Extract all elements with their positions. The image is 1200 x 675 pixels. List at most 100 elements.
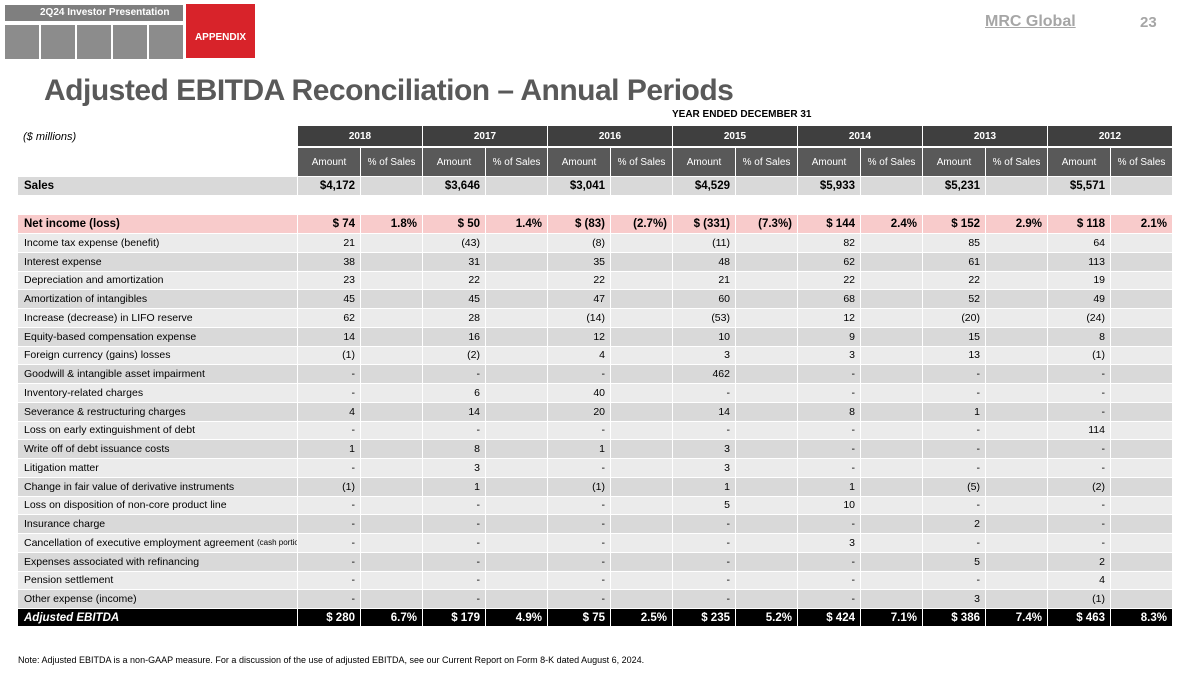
amount-cell: 13 (923, 346, 985, 365)
amount-cell: - (423, 534, 485, 552)
pct-cell (611, 327, 672, 346)
pct-cell: 4.9% (486, 609, 547, 626)
units: ($ millions) (23, 131, 77, 143)
amount-cell: - (548, 590, 610, 608)
amount-cell: - (798, 421, 860, 440)
pct-cell (486, 384, 547, 402)
pct-cell (611, 515, 672, 533)
pct-cell (486, 515, 547, 533)
amount-cell: - (1048, 402, 1110, 421)
subheader: Amount (798, 148, 860, 176)
pct-cell (1111, 402, 1172, 421)
amount-cell: 3 (798, 346, 860, 365)
pct-cell (611, 421, 672, 440)
pct-cell (361, 552, 422, 571)
subheader: Amount (548, 148, 610, 176)
pct-cell (611, 346, 672, 365)
pct-cell (1111, 252, 1172, 271)
pct-cell (486, 365, 547, 383)
pct-cell (861, 309, 922, 327)
icon (149, 25, 183, 59)
pct-cell (736, 571, 797, 590)
amount-cell: 4 (1048, 571, 1110, 590)
pct-cell (986, 477, 1047, 496)
pct-cell (986, 384, 1047, 402)
row-label: Net income (loss) (18, 215, 297, 233)
amount-cell: 14 (298, 327, 360, 346)
amount-cell: 6 (423, 384, 485, 402)
amount-cell: 2 (1048, 552, 1110, 571)
amount-cell: $3,041 (548, 177, 610, 195)
pct-cell (486, 252, 547, 271)
pct-cell (861, 402, 922, 421)
amount-cell: $ 74 (298, 215, 360, 233)
tab-label: APPENDIX (194, 31, 247, 43)
row-label: Sales (18, 177, 297, 195)
pct-cell: 8.3% (1111, 609, 1172, 626)
pct-cell (1111, 309, 1172, 327)
amount-cell: - (798, 590, 860, 608)
pct-cell (736, 402, 797, 421)
pct-cell (986, 590, 1047, 608)
pct-cell (361, 421, 422, 440)
amount-cell: 9 (798, 327, 860, 346)
pct-cell (861, 177, 922, 195)
amount-cell: (1) (298, 346, 360, 365)
section-bar: 2Q24 Investor Presentation (5, 5, 183, 21)
pct-cell (986, 571, 1047, 590)
amount-cell: - (298, 571, 360, 590)
pct-cell (986, 252, 1047, 271)
amount-cell: - (798, 571, 860, 590)
amount-cell: $ 463 (1048, 609, 1110, 626)
amount-cell: - (423, 515, 485, 533)
pct-cell (736, 309, 797, 327)
amount-cell: - (298, 421, 360, 440)
pct-cell (736, 384, 797, 402)
pct-cell (486, 290, 547, 308)
pct-cell: 2.9% (986, 215, 1047, 233)
amount-cell: - (1048, 440, 1110, 458)
amount-cell: - (1048, 384, 1110, 402)
amount-cell: 82 (798, 234, 860, 252)
pct-cell (736, 477, 797, 496)
amount-cell: 68 (798, 290, 860, 308)
pct-cell (486, 309, 547, 327)
year-header: 2014 (798, 126, 922, 146)
pct-cell (861, 421, 922, 440)
amount-cell: 5 (923, 552, 985, 571)
amount-cell: (1) (1048, 590, 1110, 608)
pct-cell (611, 440, 672, 458)
pct-cell (861, 271, 922, 290)
pct-cell (1111, 477, 1172, 496)
amount-cell: - (1048, 459, 1110, 477)
amount-cell: $5,231 (923, 177, 985, 195)
pct-cell (861, 327, 922, 346)
icon (5, 25, 39, 59)
amount-cell: 23 (298, 271, 360, 290)
year-header: 2017 (423, 126, 547, 146)
subheader: Amount (1048, 148, 1110, 176)
row-label: Pension settlement (18, 571, 297, 590)
pct-cell (486, 327, 547, 346)
amount-cell: 113 (1048, 252, 1110, 271)
amount-cell: $ 386 (923, 609, 985, 626)
amount-cell: $5,933 (798, 177, 860, 195)
pct-cell (986, 459, 1047, 477)
amount-cell: 3 (673, 346, 735, 365)
amount-cell: $ 235 (673, 609, 735, 626)
row-label: Loss on disposition of non-core product … (18, 496, 297, 515)
amount-cell: - (923, 384, 985, 402)
subheader: % of Sales (611, 148, 672, 176)
amount-cell: $ 280 (298, 609, 360, 626)
amount-cell: 5 (673, 496, 735, 515)
pct-cell: 7.1% (861, 609, 922, 626)
appendix-tab[interactable]: APPENDIX (186, 4, 255, 58)
amount-cell: - (673, 515, 735, 533)
pct-cell (736, 496, 797, 515)
icon (77, 25, 111, 59)
brand: MRC Global (985, 13, 1076, 30)
amount-cell: 85 (923, 234, 985, 252)
pct-cell (486, 402, 547, 421)
label-note: (cash portion) (256, 538, 297, 548)
